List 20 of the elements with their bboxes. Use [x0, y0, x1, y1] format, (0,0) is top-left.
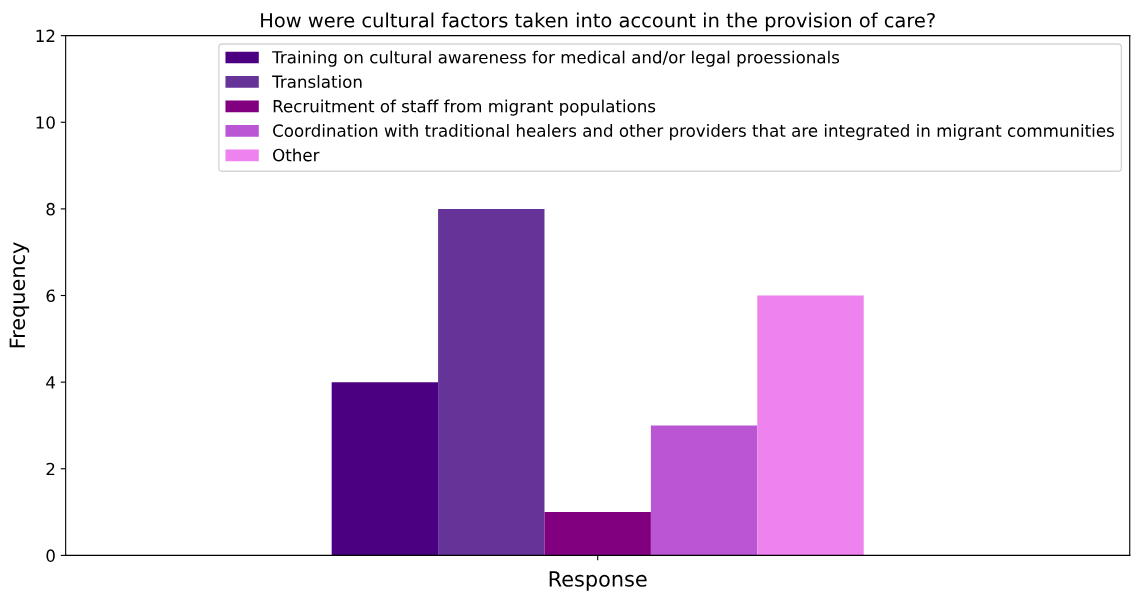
y-tick-label: 2	[46, 462, 55, 476]
y-tick-label: 8	[46, 202, 55, 216]
legend-label: Coordination with traditional healers and other providers that are integrated in migrant communities	[273, 124, 1114, 141]
y-tick-label: 4	[46, 376, 55, 389]
legend-label: Other	[273, 148, 320, 162]
bar	[650, 425, 758, 556]
chart-title: How were cultural factors taken into account in the provision of care?	[261, 12, 935, 32]
y-tick-label: 0	[46, 549, 55, 562]
bar	[757, 295, 864, 556]
legend-label: Recruitment of staff from migrant populations	[273, 99, 656, 116]
y-tick-label: 12	[36, 29, 55, 42]
y-tick-label: 10	[36, 116, 55, 129]
y-axis-title: Frequency	[9, 242, 30, 348]
legend-label: Translation	[272, 75, 362, 88]
x-axis-title: Response	[549, 571, 647, 591]
legend-label: Training on cultural awareness for medical and/or legal proessionals	[272, 50, 840, 67]
bar	[544, 512, 651, 556]
y-tick-label: 6	[46, 289, 55, 303]
bar	[331, 382, 439, 556]
bar	[438, 208, 545, 556]
